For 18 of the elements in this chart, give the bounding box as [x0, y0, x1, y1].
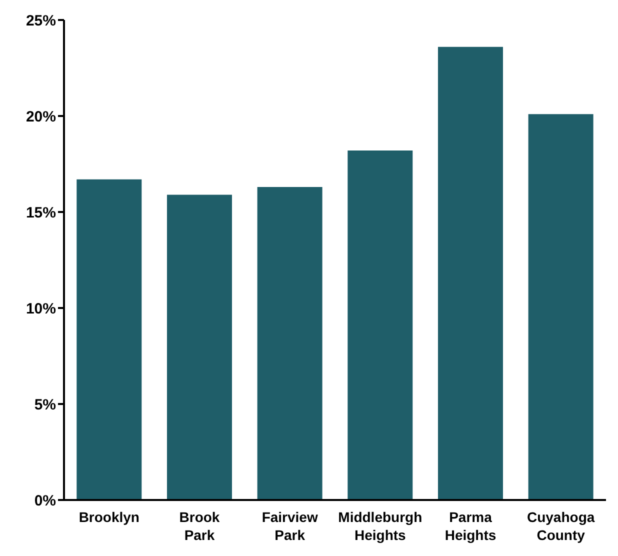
- y-tick-label: 25%: [26, 12, 56, 30]
- y-tick-label: 0%: [34, 492, 56, 510]
- bar: [166, 194, 232, 500]
- y-tick-label: 5%: [34, 396, 56, 414]
- bar: [76, 179, 142, 500]
- x-tick-label: Middleburgh Heights: [338, 509, 422, 543]
- x-tick-label: Brook Park: [179, 509, 220, 543]
- x-tick-label: Cuyahoga County: [526, 509, 595, 543]
- bar: [528, 114, 594, 500]
- x-tick-label: Parma Heights: [444, 509, 496, 543]
- x-tick-label: Fairview Park: [262, 509, 318, 543]
- x-tick-label: Brooklyn: [78, 509, 140, 525]
- bar: [257, 187, 322, 500]
- bar: [348, 150, 413, 500]
- y-tick-label: 10%: [26, 300, 56, 318]
- bar: [438, 46, 503, 500]
- y-tick-label: 20%: [26, 108, 56, 126]
- y-tick-label: 15%: [26, 204, 56, 222]
